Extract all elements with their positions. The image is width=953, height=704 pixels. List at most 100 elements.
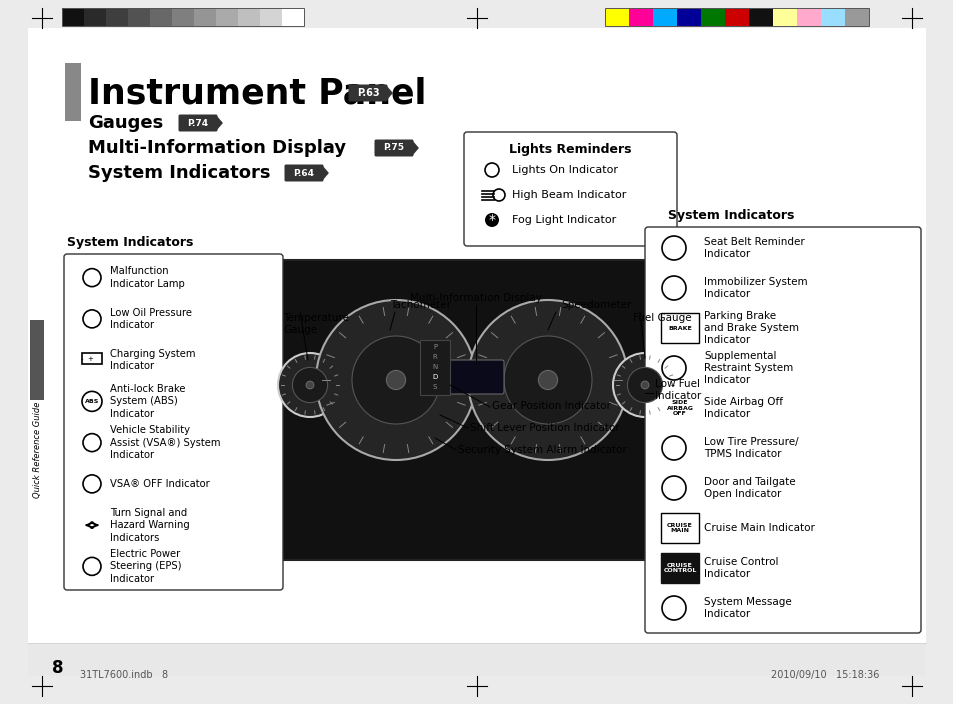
Bar [604,8,628,26]
Circle shape [627,367,662,403]
FancyBboxPatch shape [448,360,503,394]
Text: -  +: - + [80,356,93,362]
Circle shape [484,213,498,227]
Text: P.64: P.64 [294,168,314,177]
Polygon shape [412,141,417,155]
Text: Low Tire Pressure/
TPMS Indicator: Low Tire Pressure/ TPMS Indicator [703,436,798,459]
Text: R: R [432,354,436,360]
Text: CRUISE
MAIN: CRUISE MAIN [666,523,692,533]
Text: System Indicators: System Indicators [667,209,794,222]
Text: Fog Light Indicator: Fog Light Indicator [512,215,616,225]
Text: P.74: P.74 [187,118,209,127]
Polygon shape [215,116,222,130]
Text: N: N [432,364,437,370]
Text: *: * [488,213,495,227]
Text: 8: 8 [52,659,64,677]
Bar [128,8,150,26]
Circle shape [315,300,476,460]
Bar [193,8,215,26]
Text: Side Airbag Off
Indicator: Side Airbag Off Indicator [703,397,782,419]
Bar [652,8,677,26]
Bar [821,8,844,26]
Text: BRAKE: BRAKE [667,325,691,330]
Circle shape [640,381,648,389]
Text: 2010/09/10   15:18:36: 2010/09/10 15:18:36 [770,670,878,680]
Circle shape [537,370,557,389]
FancyBboxPatch shape [64,254,283,590]
Bar [419,340,450,395]
Text: Turn Signal and
Hazard Warning
Indicators: Turn Signal and Hazard Warning Indicator… [110,508,190,543]
Text: System Message
Indicator: System Message Indicator [703,597,791,620]
Text: Shift Lever Position Indicator: Shift Lever Position Indicator [470,423,619,433]
Text: Vehicle Stability
Assist (VSA®) System
Indicator: Vehicle Stability Assist (VSA®) System I… [110,425,220,460]
Text: Low Fuel
Indicator: Low Fuel Indicator [655,379,700,401]
Bar [62,8,304,26]
Text: Door and Tailgate
Open Indicator: Door and Tailgate Open Indicator [703,477,795,499]
Bar [172,8,193,26]
Polygon shape [386,86,392,100]
Text: Temperature
Gauge: Temperature Gauge [283,313,349,334]
Bar [700,8,724,26]
Circle shape [503,336,592,424]
Text: Cruise Control
Indicator: Cruise Control Indicator [703,557,778,579]
FancyBboxPatch shape [284,165,323,182]
Text: Cruise Main Indicator: Cruise Main Indicator [703,523,814,533]
FancyBboxPatch shape [348,84,387,101]
Bar [748,8,772,26]
Bar [677,8,700,26]
Bar [276,260,671,560]
Text: Charging System
Indicator: Charging System Indicator [110,349,195,371]
Bar [604,8,868,26]
Text: P: P [433,344,436,350]
FancyBboxPatch shape [463,132,677,246]
Text: Electric Power
Steering (EPS)
Indicator: Electric Power Steering (EPS) Indicator [110,549,181,584]
Bar [237,8,260,26]
Text: Multi-Information Display: Multi-Information Display [88,139,346,157]
Bar [84,8,106,26]
Text: Lights On Indicator: Lights On Indicator [512,165,618,175]
Text: Seat Belt Reminder
Indicator: Seat Belt Reminder Indicator [703,237,804,259]
Bar [28,643,925,676]
Text: Immobilizer System
Indicator: Immobilizer System Indicator [703,277,807,299]
Circle shape [613,353,677,417]
Text: VSA® OFF Indicator: VSA® OFF Indicator [110,479,210,489]
Text: Gear Position Indicator: Gear Position Indicator [492,401,610,411]
FancyBboxPatch shape [660,393,699,423]
Polygon shape [322,166,328,180]
FancyBboxPatch shape [375,139,413,156]
Text: Anti-lock Brake
System (ABS)
Indicator: Anti-lock Brake System (ABS) Indicator [110,384,185,419]
Text: Lights Reminders: Lights Reminders [509,142,631,156]
Bar [62,8,84,26]
Text: ABS: ABS [85,399,99,404]
Text: Multi-Information Display: Multi-Information Display [410,293,541,303]
Bar [65,63,81,121]
Text: Low Oil Pressure
Indicator: Low Oil Pressure Indicator [110,308,192,330]
Text: CRUISE
CONTROL: CRUISE CONTROL [662,562,696,573]
Text: System Indicators: System Indicators [67,236,193,249]
Text: D: D [432,374,437,380]
Text: Instrument Panel: Instrument Panel [88,76,426,110]
Bar [772,8,796,26]
Text: P.63: P.63 [356,88,379,98]
Text: P.75: P.75 [383,144,404,153]
Text: Supplemental
Restraint System
Indicator: Supplemental Restraint System Indicator [703,351,792,385]
Circle shape [306,381,314,389]
FancyBboxPatch shape [660,553,699,583]
Text: Gauges: Gauges [88,114,163,132]
Bar [30,320,44,400]
Text: Security System Alarm Indicator: Security System Alarm Indicator [457,445,626,455]
Bar [260,8,282,26]
FancyBboxPatch shape [660,313,699,343]
FancyBboxPatch shape [644,227,920,633]
Circle shape [386,370,405,389]
Bar [215,8,237,26]
Text: System Indicators: System Indicators [88,164,271,182]
Bar [282,8,304,26]
Bar [82,353,102,364]
Bar [628,8,652,26]
Text: Fuel Gauge: Fuel Gauge [633,313,691,323]
Bar [150,8,172,26]
FancyBboxPatch shape [660,513,699,543]
Circle shape [468,300,627,460]
Text: Speedometer: Speedometer [560,300,631,310]
